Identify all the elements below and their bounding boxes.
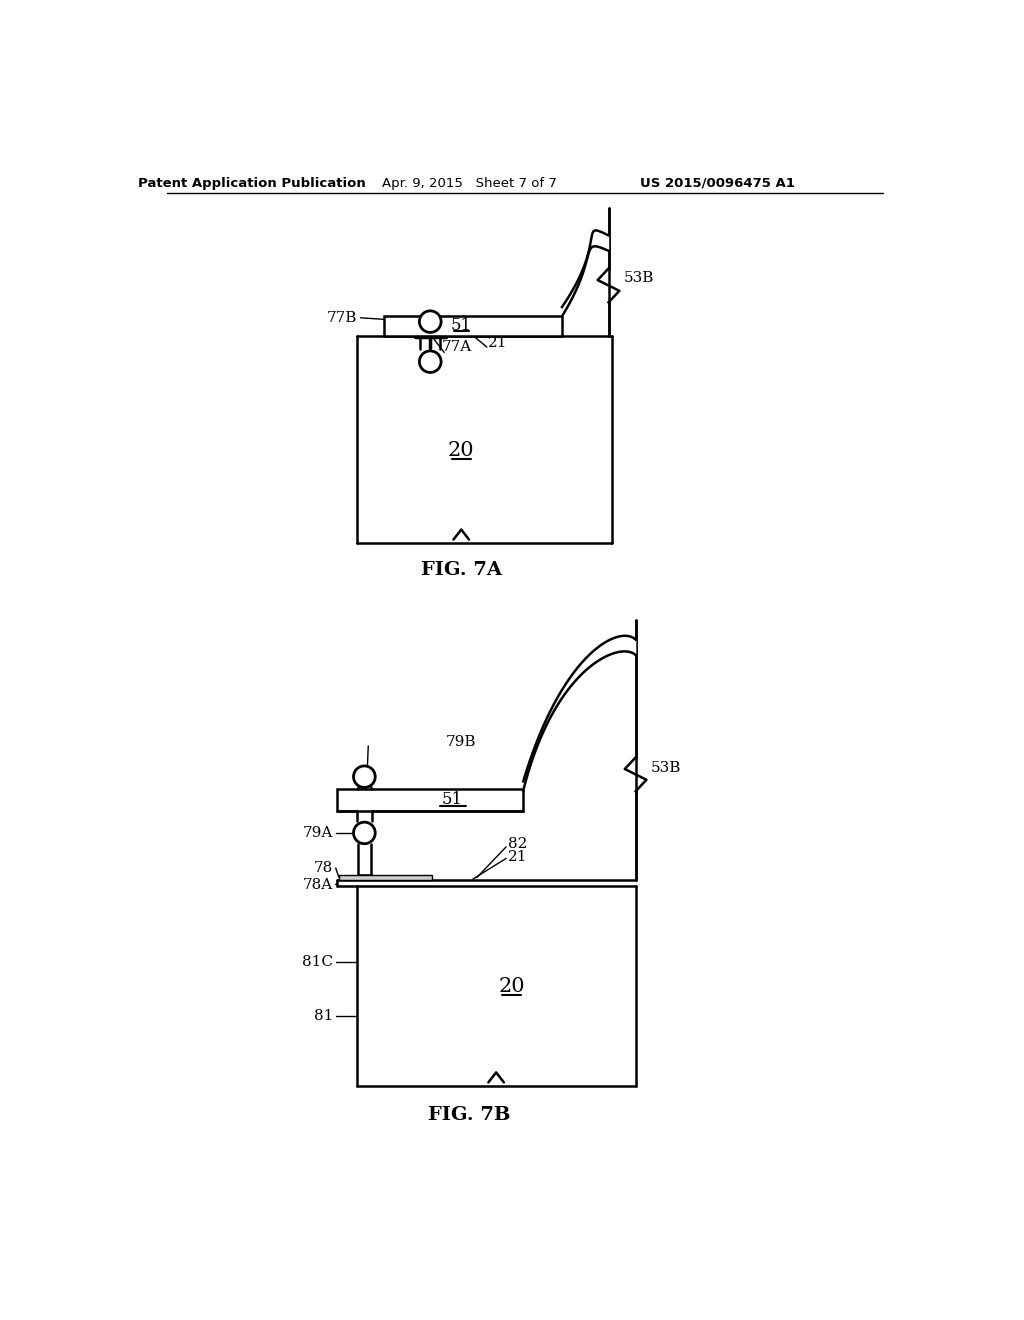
Text: 82: 82 [508, 837, 527, 851]
Text: FIG. 7A: FIG. 7A [421, 561, 502, 579]
Polygon shape [523, 636, 636, 791]
Text: 20: 20 [447, 441, 474, 461]
Text: 20: 20 [499, 977, 525, 995]
Bar [337, 789, 523, 810]
Text: 53B: 53B [651, 762, 682, 775]
Bar [339, 875, 432, 880]
Text: 21: 21 [508, 850, 527, 863]
Circle shape [353, 822, 375, 843]
Text: 79A: 79A [303, 826, 334, 840]
Text: Apr. 9, 2015   Sheet 7 of 7: Apr. 9, 2015 Sheet 7 of 7 [382, 177, 556, 190]
Text: 79B: 79B [446, 735, 476, 748]
Bar [384, 317, 562, 335]
Text: FIG. 7B: FIG. 7B [428, 1106, 510, 1123]
Text: 21: 21 [488, 337, 508, 350]
Circle shape [420, 351, 441, 372]
Text: 51: 51 [451, 317, 472, 334]
Circle shape [353, 766, 375, 788]
Text: 78A: 78A [303, 878, 334, 891]
Polygon shape [562, 231, 608, 317]
Text: 77A: 77A [442, 341, 472, 354]
Text: 78: 78 [314, 861, 334, 875]
Circle shape [420, 312, 441, 333]
Text: 77B: 77B [327, 310, 356, 325]
Text: 51: 51 [442, 791, 463, 808]
Text: US 2015/0096475 A1: US 2015/0096475 A1 [640, 177, 795, 190]
Text: Patent Application Publication: Patent Application Publication [138, 177, 366, 190]
Text: 20H: 20H [484, 317, 517, 331]
Text: 81C: 81C [302, 956, 334, 969]
Text: 81: 81 [314, 1010, 334, 1023]
Text: 53B: 53B [624, 271, 654, 285]
